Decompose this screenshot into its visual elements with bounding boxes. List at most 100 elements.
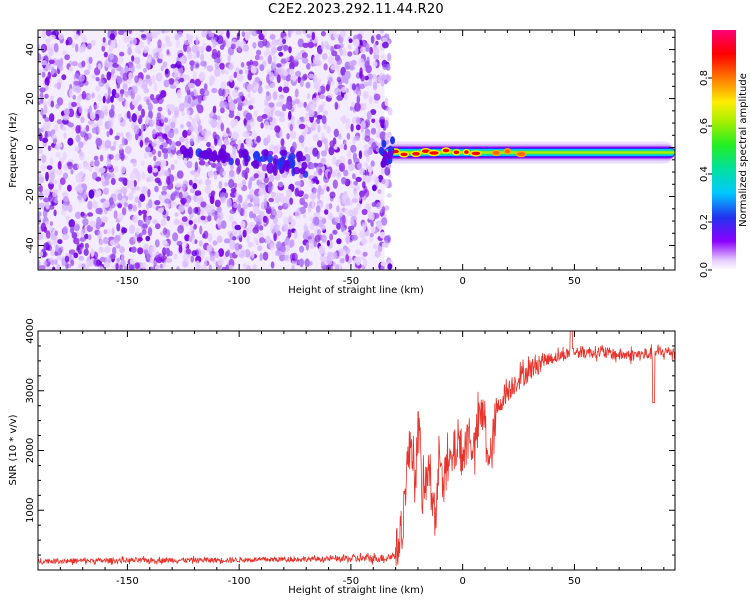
noise-blob <box>289 30 295 34</box>
noise-blob <box>38 149 43 155</box>
noise-blob <box>192 182 198 190</box>
noise-blob <box>163 247 170 254</box>
noise-blob <box>190 91 195 98</box>
noise-blob <box>220 122 225 132</box>
noise-blob <box>190 64 194 72</box>
noise-blob <box>165 258 173 263</box>
noise-blob <box>62 114 70 121</box>
noise-blob <box>91 74 97 80</box>
noise-blob <box>306 93 311 100</box>
noise-blob <box>62 151 67 161</box>
noise-blob <box>51 66 55 76</box>
noise-blob <box>371 202 377 207</box>
noise-blob <box>63 196 69 203</box>
noise-blob <box>354 102 361 112</box>
noise-blob <box>326 254 331 264</box>
noise-blob <box>342 214 346 225</box>
noise-blob <box>212 39 217 48</box>
noise-blob <box>204 204 211 214</box>
noise-blob <box>111 92 116 99</box>
noise-blob <box>118 148 125 156</box>
noise-blob <box>259 237 265 244</box>
noise-blob <box>325 203 332 211</box>
noise-blob <box>352 152 358 162</box>
noise-blob <box>189 138 194 146</box>
signal-peak-core <box>421 149 430 153</box>
noise-blob <box>251 130 258 140</box>
noise-blob <box>194 78 202 87</box>
noise-blob <box>280 138 285 147</box>
noise-blob <box>113 193 117 203</box>
noise-blob <box>253 237 258 243</box>
noise-blob <box>220 220 227 229</box>
noise-blob <box>186 160 193 169</box>
noise-blob <box>311 31 315 41</box>
noise-blob <box>42 114 47 119</box>
noise-blob <box>268 181 273 188</box>
noise-blob <box>282 44 289 51</box>
noise-blob <box>116 223 121 232</box>
noise-blob <box>242 229 247 238</box>
noise-blob <box>217 257 224 266</box>
noise-blob <box>336 222 341 230</box>
noise-blob <box>253 224 260 231</box>
noise-blob <box>103 187 109 195</box>
noise-blob <box>38 211 42 218</box>
noise-blob <box>321 115 327 125</box>
noise-blob <box>62 233 69 241</box>
noise-blob <box>146 62 151 71</box>
noise-blob <box>158 126 163 133</box>
noise-blob <box>333 33 340 39</box>
noise-blob <box>373 93 381 101</box>
noise-blob <box>75 124 81 134</box>
noise-blob <box>140 33 147 39</box>
noise-blob <box>87 43 92 50</box>
noise-blob <box>137 48 142 55</box>
noise-blob <box>379 231 386 239</box>
noise-blob <box>100 175 105 183</box>
noise-blob <box>108 154 114 160</box>
noise-blob <box>78 255 85 261</box>
noise-blob <box>284 194 291 204</box>
noise-blob <box>329 233 333 241</box>
noise-blob <box>309 192 317 200</box>
signal-peak-core <box>493 151 500 155</box>
noise-blob <box>219 62 225 70</box>
noise-blob <box>73 80 80 86</box>
noise-blob <box>175 38 180 49</box>
noise-blob <box>252 80 258 86</box>
noise-blob <box>141 186 148 195</box>
noise-blob <box>117 113 122 122</box>
noise-blob <box>341 177 347 185</box>
noise-blob <box>199 225 203 235</box>
noise-blob <box>148 80 153 87</box>
noise-blob <box>126 179 131 189</box>
noise-blob <box>236 111 241 117</box>
noise-blob <box>140 160 145 167</box>
noise-blob <box>187 51 192 60</box>
noise-blob <box>107 86 112 96</box>
noise-blob <box>101 41 108 47</box>
noise-blob <box>204 130 211 137</box>
noise-blob <box>215 162 222 171</box>
noise-blob <box>150 245 156 253</box>
noise-blob <box>273 148 278 155</box>
noise-blob <box>162 43 166 49</box>
noise-blob <box>289 130 297 139</box>
noise-blob <box>384 166 391 176</box>
noise-blob <box>258 183 265 191</box>
weak-band-blob <box>216 155 221 163</box>
noise-blob <box>109 54 114 60</box>
noise-blob <box>121 177 127 185</box>
noise-blob <box>136 236 143 242</box>
noise-blob <box>83 69 90 76</box>
noise-blob <box>205 45 212 52</box>
noise-blob <box>177 225 185 234</box>
snr-panel: -150 -100 -50 0 50 1000 2000 3000 4000 Height o… <box>8 318 676 596</box>
noise-blob <box>179 184 186 193</box>
noise-blob <box>217 138 223 147</box>
noise-blob <box>93 258 100 267</box>
noise-blob <box>305 112 309 118</box>
noise-blob <box>44 221 49 227</box>
noise-blob <box>80 228 85 238</box>
